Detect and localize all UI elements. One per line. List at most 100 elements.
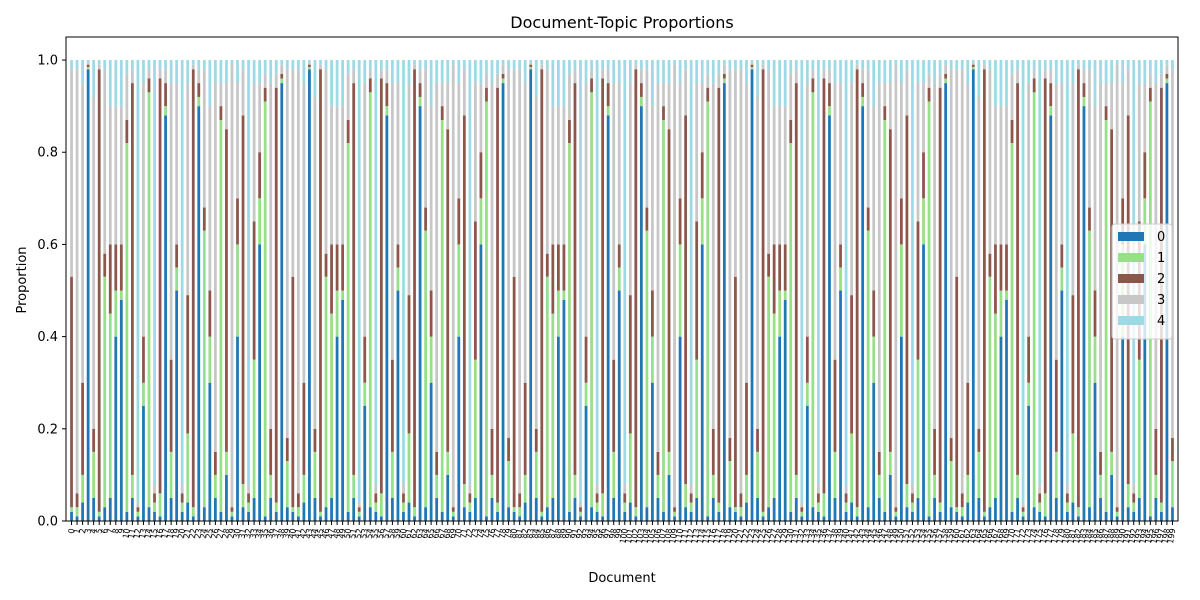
- bar-doc17-topic0: [164, 115, 167, 522]
- bar-doc60-topic0: [402, 511, 405, 521]
- bar-doc3-topic1: [86, 66, 90, 70]
- bar-doc65-topic2: [429, 290, 433, 337]
- bar-doc122-topic1: [745, 474, 748, 503]
- x-tick-label: 23: [193, 528, 204, 540]
- bar-doc160-topic0: [955, 511, 959, 521]
- bar-doc99-topic0: [617, 290, 621, 521]
- bar-doc64-topic1: [424, 230, 427, 508]
- bar-doc140-topic3: [844, 484, 848, 494]
- bar-doc26-topic4: [213, 60, 217, 84]
- x-tick-label: 25: [204, 528, 215, 540]
- x-tick-label: 154: [917, 528, 929, 545]
- x-tick-label: 27: [215, 528, 226, 540]
- bar-doc193-topic1: [1137, 359, 1141, 498]
- bar-doc184-topic4: [1088, 60, 1091, 70]
- bar-doc147-topic1: [883, 119, 887, 512]
- bar-doc134-topic2: [811, 78, 815, 93]
- bar-doc38-topic0: [280, 83, 284, 521]
- bar-doc167-topic3: [994, 106, 997, 245]
- bar-doc132-topic4: [800, 60, 804, 503]
- bar-doc187-topic3: [1104, 83, 1108, 107]
- x-tick-label: 88: [553, 528, 564, 540]
- bar-doc131-topic2: [794, 83, 798, 475]
- bar-doc87-topic0: [551, 497, 555, 521]
- x-tick-label: 131: [790, 528, 802, 545]
- bar-doc15-topic0: [153, 511, 156, 521]
- bar-doc184-topic3: [1088, 69, 1091, 208]
- bar-doc168-topic0: [999, 336, 1003, 521]
- bar-doc11-topic3: [131, 69, 134, 84]
- bar-doc177-topic2: [1049, 83, 1053, 107]
- bar-doc84-topic2: [534, 428, 538, 452]
- bar-doc49-topic4: [341, 60, 344, 107]
- bar-doc91-topic0: [573, 497, 577, 521]
- bar-doc33-topic4: [252, 60, 256, 84]
- bar-doc58-topic2: [391, 359, 394, 452]
- bar-doc140-topic1: [844, 502, 848, 512]
- bar-doc63-topic1: [418, 96, 422, 107]
- bar-doc101-topic4: [628, 60, 632, 84]
- bar-doc80-topic0: [512, 511, 516, 521]
- bar-doc127-topic0: [772, 497, 776, 521]
- bar-doc86-topic3: [545, 69, 549, 254]
- bar-doc49-topic1: [341, 290, 344, 300]
- x-tick-label: 118: [718, 528, 730, 545]
- bar-doc126-topic4: [767, 60, 770, 70]
- bar-doc32-topic0: [247, 511, 250, 521]
- bar-doc102-topic4: [634, 60, 638, 65]
- bar-doc134-topic3: [811, 69, 815, 79]
- bar-doc3-topic0: [86, 69, 90, 522]
- legend-label-2: 2: [1157, 272, 1165, 287]
- x-tick-label: 80: [508, 528, 519, 540]
- bar-doc121-topic1: [739, 507, 743, 517]
- bar-doc24-topic4: [202, 60, 206, 70]
- bar-doc55-topic1: [374, 502, 378, 512]
- bar-doc75-topic4: [485, 60, 488, 74]
- bar-doc191-topic4: [1126, 60, 1130, 70]
- bar-doc125-topic3: [761, 64, 765, 70]
- bar-doc55-topic4: [374, 60, 378, 485]
- bar-doc8-topic0: [114, 336, 118, 521]
- bar-doc174-topic2: [1032, 78, 1036, 93]
- bar-doc4-topic0: [92, 497, 96, 521]
- bar-doc175-topic0: [1038, 511, 1042, 521]
- bar-doc199-topic2: [1171, 438, 1174, 462]
- bar-doc168-topic3: [999, 106, 1003, 245]
- x-tick-label: 30: [232, 528, 243, 540]
- bar-doc135-topic3: [817, 484, 820, 494]
- bar-doc23-topic4: [197, 60, 201, 70]
- bar-doc145-topic1: [872, 336, 876, 383]
- x-tick-label: 90: [564, 528, 575, 540]
- bar-doc193-topic4: [1137, 60, 1141, 84]
- bar-doc3-topic4: [86, 60, 90, 63]
- bar-doc178-topic2: [1054, 359, 1058, 452]
- bar-doc176-topic4: [1043, 60, 1047, 70]
- bar-doc40-topic3: [291, 69, 295, 277]
- bar-doc177-topic4: [1049, 60, 1053, 70]
- bar-doc107-topic2: [662, 106, 665, 120]
- x-tick-label: 196: [1149, 528, 1161, 545]
- x-tick-label: 116: [707, 528, 719, 545]
- bar-doc122-topic3: [745, 83, 748, 383]
- bar-doc95-topic0: [595, 511, 599, 521]
- bar-doc84-topic1: [534, 451, 538, 498]
- x-tick-label: 130: [784, 528, 796, 545]
- bar-doc96-topic0: [601, 516, 605, 521]
- bar-doc84-topic3: [534, 96, 538, 429]
- bar-doc186-topic1: [1099, 474, 1102, 498]
- bar-doc61-topic1: [407, 433, 411, 503]
- bar-doc170-topic0: [1010, 511, 1014, 521]
- bar-doc38-topic1: [280, 78, 284, 84]
- x-tick-label: 11: [127, 528, 138, 540]
- bar-doc197-topic4: [1160, 60, 1163, 74]
- bar-doc198-topic4: [1165, 60, 1169, 65]
- bar-doc166-topic3: [988, 69, 992, 254]
- bar-doc125-topic0: [761, 516, 765, 521]
- bar-doc76-topic3: [490, 83, 494, 429]
- bar-doc8-topic3: [114, 106, 118, 245]
- legend-swatch-0: [1118, 232, 1144, 241]
- bar-doc29-topic3: [230, 64, 234, 508]
- bar-doc123-topic0: [750, 69, 754, 522]
- x-tick-label: 16: [154, 528, 165, 540]
- bar-doc81-topic3: [518, 69, 522, 494]
